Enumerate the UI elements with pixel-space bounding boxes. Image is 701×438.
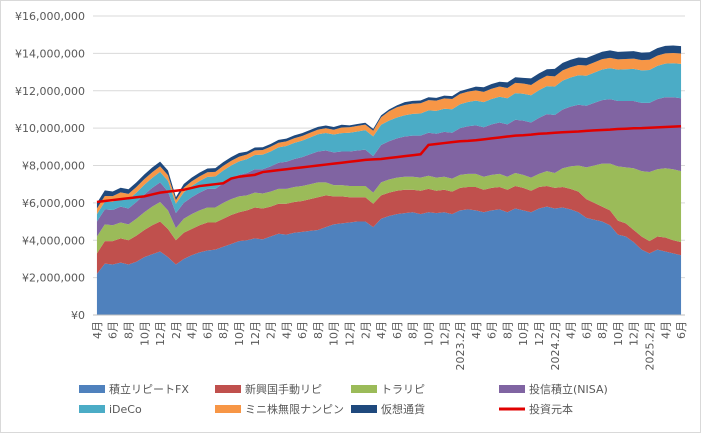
x-tick-label: 10月 — [422, 321, 435, 346]
x-tick-label: 12月 — [438, 321, 451, 346]
x-tick-label: 10月 — [517, 321, 530, 346]
y-tick-label: ¥8,000,000 — [22, 160, 85, 173]
y-tick-label: ¥4,000,000 — [22, 234, 85, 247]
x-tick-label: 8月 — [596, 321, 609, 339]
x-tick-label: 8月 — [217, 321, 230, 339]
x-tick-label: 2023.2月 — [454, 321, 467, 371]
y-tick-label: ¥12,000,000 — [15, 85, 85, 98]
x-tick-label: 4月 — [186, 321, 199, 339]
x-tick-label: 2月 — [359, 321, 372, 339]
x-tick-label: 6月 — [580, 321, 593, 339]
x-tick-label: 12月 — [344, 321, 357, 346]
area-新興国手動リピ — [96, 186, 682, 274]
x-tick-label: 4月 — [280, 321, 293, 339]
x-tick-label: 6月 — [486, 321, 499, 339]
legend-label: iDeCo — [109, 403, 142, 416]
x-tick-label: 2月 — [265, 321, 278, 339]
x-tick-label: 12月 — [154, 321, 167, 346]
legend-swatch — [79, 385, 105, 393]
legend-swatch — [215, 385, 241, 393]
y-tick-label: ¥16,000,000 — [15, 10, 85, 23]
x-tick-label: 8月 — [407, 321, 420, 339]
area-積立リピートFX — [96, 206, 682, 315]
x-tick-label: 12月 — [249, 321, 262, 346]
x-tick-label: 2月 — [170, 321, 183, 339]
area-投信積立(NISA) — [96, 97, 682, 237]
area-ミニ株無限ナンピン — [96, 53, 682, 215]
legend-swatch — [215, 405, 241, 413]
legend-label: 投資元本 — [529, 402, 573, 416]
area-トラリピ — [96, 163, 682, 254]
y-tick-label: ¥2,000,000 — [22, 272, 85, 285]
legend-label: 積立リピートFX — [109, 382, 189, 396]
x-tick-label: 12月 — [628, 321, 641, 346]
x-tick-label: 4月 — [470, 321, 483, 339]
x-tick-label: 10月 — [612, 321, 625, 346]
x-tick-label: 6月 — [675, 321, 688, 339]
legend-label: 新興国手動リピ — [245, 382, 322, 396]
legend-swatch — [351, 405, 377, 413]
x-tick-label: 6月 — [296, 321, 309, 339]
legend-label: 仮想通貨 — [381, 402, 425, 416]
area-iDeCo — [96, 63, 682, 222]
x-tick-label: 12月 — [533, 321, 546, 346]
y-tick-label: ¥6,000,000 — [22, 197, 85, 210]
legend-label: 投信積立(NISA) — [529, 382, 608, 396]
legend-swatch — [499, 385, 525, 393]
legend-swatch — [79, 405, 105, 413]
legend-label: トラリピ — [381, 383, 425, 396]
x-tick-label: 10月 — [328, 321, 341, 346]
x-tick-label: 4月 — [659, 321, 672, 339]
y-tick-label: ¥10,000,000 — [15, 122, 85, 135]
legend-label: ミニ株無限ナンピン — [245, 402, 344, 416]
x-tick-label: 4月 — [565, 321, 578, 339]
x-tick-label: 8月 — [123, 321, 136, 339]
x-tick-label: 10月 — [138, 321, 151, 346]
x-tick-label: 10月 — [233, 321, 246, 346]
y-tick-label: ¥0 — [71, 309, 85, 322]
x-tick-label: 4月 — [375, 321, 388, 339]
x-tick-label: 2025.2月 — [643, 321, 656, 371]
x-tick-label: 6月 — [201, 321, 214, 339]
x-tick-label: 4月 — [91, 321, 104, 339]
legend-swatch — [351, 385, 377, 393]
x-tick-label: 8月 — [501, 321, 514, 339]
x-tick-label: 6月 — [391, 321, 404, 339]
x-tick-label: 8月 — [312, 321, 325, 339]
principal-line — [96, 125, 682, 204]
y-tick-label: ¥14,000,000 — [15, 47, 85, 60]
x-tick-label: 6月 — [107, 321, 120, 339]
x-tick-label: 2024.2月 — [549, 321, 562, 371]
